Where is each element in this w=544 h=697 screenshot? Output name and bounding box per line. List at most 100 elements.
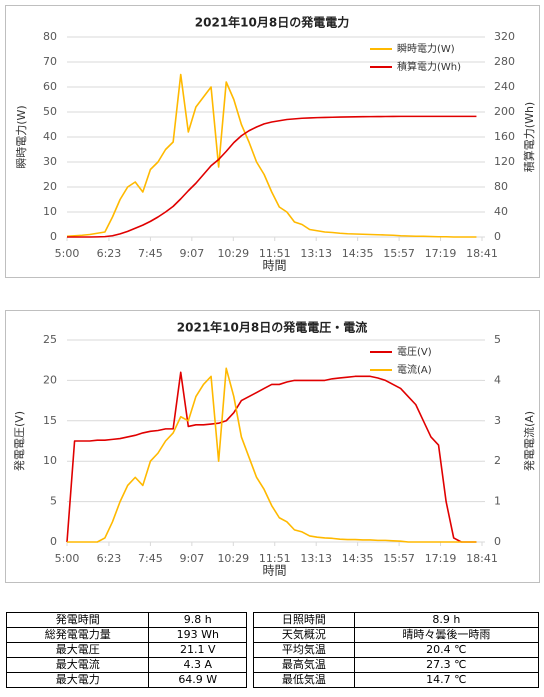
legend-label: 積算電力(Wh) — [397, 60, 461, 73]
label-cell: 最大電流 — [5, 657, 150, 673]
y2-axis-label: 発電電流(A) — [522, 411, 536, 471]
x-tick-label: 18:41 — [466, 247, 498, 260]
x-axis-label: 時間 — [262, 259, 286, 273]
chart-title: 2021年10月8日の発電電力 — [195, 15, 349, 30]
value-cell: 27.3 ℃ — [353, 657, 540, 673]
y2-tick-label: 0 — [494, 535, 501, 548]
label-cell: 発電時間 — [5, 612, 150, 628]
x-tick-label: 13:13 — [300, 247, 332, 260]
y2-tick-label: 4 — [494, 373, 501, 386]
y-tick-label: 5 — [50, 495, 57, 508]
chart-frame — [5, 5, 540, 278]
value-cell: 21.1 V — [148, 642, 248, 658]
y2-tick-label: 0 — [494, 230, 501, 243]
y2-tick-label: 5 — [494, 333, 501, 346]
table-row: 発電時間 9.8 h 日照時間 8.9 h — [5, 612, 540, 628]
spacer — [246, 657, 255, 673]
y2-tick-label: 2 — [494, 454, 501, 467]
y2-tick-label: 40 — [494, 205, 508, 218]
x-tick-label: 6:23 — [97, 552, 122, 565]
y2-axis-label: 積算電力(Wh) — [522, 102, 536, 172]
y-tick-label: 60 — [43, 80, 57, 93]
summary-table: 発電時間 9.8 h 日照時間 8.9 h 総発電電力量 193 Wh 天気概況 晴時々曇後一… — [5, 612, 540, 688]
series-line — [67, 367, 477, 543]
x-tick-label: 13:13 — [300, 552, 332, 565]
table-row: 最大電圧 21.1 V 平均気温 20.4 ℃ — [5, 642, 540, 658]
y2-tick-label: 3 — [494, 414, 501, 427]
spacer — [246, 627, 255, 643]
spacer — [246, 642, 255, 658]
x-tick-label: 11:51 — [259, 247, 291, 260]
spacer — [246, 612, 255, 628]
x-tick-label: 7:45 — [138, 247, 163, 260]
table-row: 総発電電力量 193 Wh 天気概況 晴時々曇後一時雨 — [5, 627, 540, 643]
y-tick-label: 70 — [43, 55, 57, 68]
legend-label: 電圧(V) — [397, 346, 432, 358]
y-tick-label: 0 — [50, 230, 57, 243]
x-tick-label: 15:57 — [383, 552, 415, 565]
y-tick-label: 40 — [43, 130, 57, 143]
charts: 2021年10月8日の発電電力0102030405060708004080120… — [5, 5, 540, 583]
y2-tick-label: 80 — [494, 180, 508, 193]
y-tick-label: 10 — [43, 454, 57, 467]
y-tick-label: 15 — [43, 414, 57, 427]
value-cell: 晴時々曇後一時雨 — [353, 627, 540, 643]
value-cell: 9.8 h — [148, 612, 248, 628]
y-tick-label: 25 — [43, 333, 57, 346]
value-cell: 4.3 A — [148, 657, 248, 673]
label-cell: 最低気温 — [253, 672, 355, 688]
label-cell: 総発電電力量 — [5, 627, 150, 643]
y2-tick-label: 280 — [494, 55, 515, 68]
label-cell: 最大電圧 — [5, 642, 150, 658]
x-tick-label: 10:29 — [217, 247, 249, 260]
series-line — [66, 371, 477, 543]
legend-label: 電流(A) — [397, 363, 432, 376]
x-tick-label: 17:19 — [425, 247, 457, 260]
chart-title: 2021年10月8日の発電電圧・電流 — [177, 320, 367, 335]
y-tick-label: 50 — [43, 105, 57, 118]
label-cell: 最大電力 — [5, 672, 150, 688]
value-cell: 193 Wh — [148, 627, 248, 643]
x-tick-label: 5:00 — [55, 552, 80, 565]
x-tick-label: 9:07 — [180, 247, 205, 260]
legend-label: 瞬時電力(W) — [397, 42, 455, 55]
y-axis-label: 発電電圧(V) — [12, 411, 26, 471]
table-row: 最大電力 64.9 W 最低気温 14.7 ℃ — [5, 672, 540, 688]
x-tick-label: 11:51 — [259, 552, 291, 565]
x-tick-label: 14:35 — [342, 552, 374, 565]
y-tick-label: 10 — [43, 205, 57, 218]
label-cell: 日照時間 — [253, 612, 355, 628]
y-tick-label: 20 — [43, 180, 57, 193]
y-tick-label: 20 — [43, 373, 57, 386]
y2-tick-label: 320 — [494, 30, 515, 43]
x-tick-label: 14:35 — [342, 247, 374, 260]
y-tick-label: 0 — [50, 535, 57, 548]
x-axis-label: 時間 — [262, 564, 286, 578]
y2-tick-label: 240 — [494, 80, 515, 93]
value-cell: 8.9 h — [353, 612, 540, 628]
y-tick-label: 30 — [43, 155, 57, 168]
y2-tick-label: 160 — [494, 130, 515, 143]
y2-tick-label: 120 — [494, 155, 515, 168]
x-tick-label: 15:57 — [383, 247, 415, 260]
x-tick-label: 9:07 — [180, 552, 205, 565]
y2-tick-label: 200 — [494, 105, 515, 118]
x-tick-label: 5:00 — [55, 247, 80, 260]
series-line — [66, 73, 477, 238]
value-cell: 14.7 ℃ — [353, 672, 540, 688]
y-tick-label: 80 — [43, 30, 57, 43]
x-tick-label: 10:29 — [217, 552, 249, 565]
spacer — [246, 672, 255, 688]
chart-frame — [5, 310, 540, 583]
label-cell: 平均気温 — [253, 642, 355, 658]
x-tick-label: 6:23 — [97, 247, 122, 260]
series-line — [67, 115, 477, 238]
y-axis-label: 瞬時電力(W) — [15, 105, 28, 168]
x-tick-label: 18:41 — [466, 552, 498, 565]
table-row: 最大電流 4.3 A 最高気温 27.3 ℃ — [5, 657, 540, 673]
label-cell: 天気概況 — [253, 627, 355, 643]
label-cell: 最高気温 — [253, 657, 355, 673]
x-tick-label: 17:19 — [425, 552, 457, 565]
y2-tick-label: 1 — [494, 495, 501, 508]
value-cell: 64.9 W — [148, 672, 248, 688]
